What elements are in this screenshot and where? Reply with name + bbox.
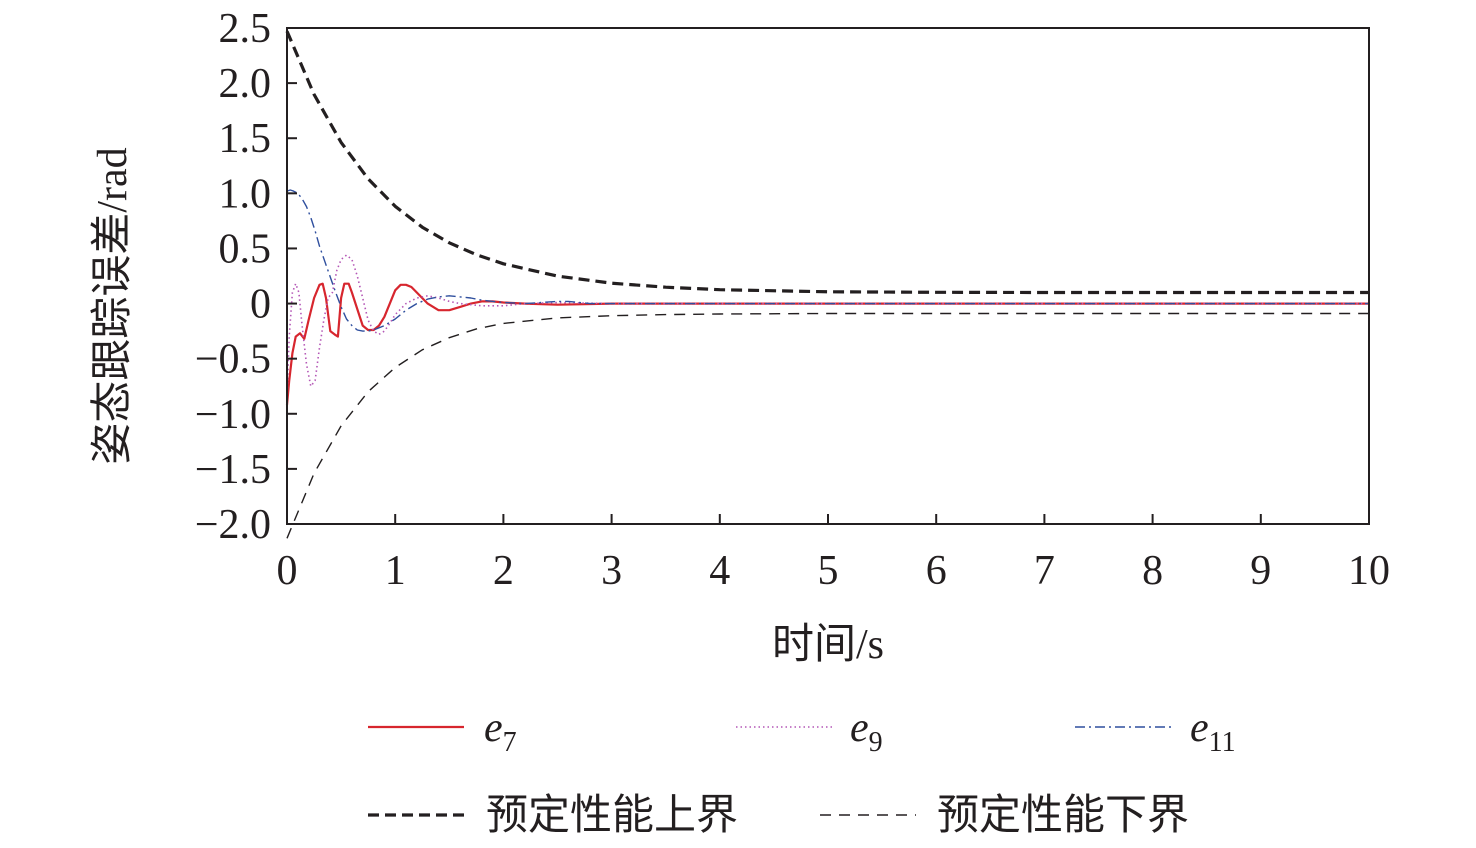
series-e7-line [285,282,1369,406]
x-tick-label: 10 [1348,548,1390,594]
series-lower-line [286,312,1369,539]
legend-subscript: 9 [869,727,883,758]
y-tick-label: 1.0 [219,171,272,217]
y-tick-label: −1.5 [195,447,271,493]
x-axis-label: 时间/s [772,622,884,668]
legend-subscript: 11 [1209,727,1236,758]
x-tick-label: 0 [277,548,298,594]
x-tick-label: 2 [493,548,514,594]
x-tick-label: 1 [385,548,406,594]
y-tick-label: −2.0 [195,502,271,548]
y-tick-label: 0.5 [219,226,272,272]
series-upper-line [285,30,1369,295]
legend-subscript: 7 [503,727,517,758]
legend-label-e9: e9 [850,705,883,758]
y-axis-label: 姿态跟踪误差/rad [90,147,136,464]
y-tick-label: 2.0 [219,61,272,107]
legend-label-lower: 预定性能下界 [937,792,1189,839]
y-tick-label: −0.5 [195,337,271,383]
x-tick-label: 7 [1034,548,1055,594]
x-tick-label: 3 [601,548,622,594]
plot-area [285,30,1369,539]
plot-frame [286,27,1370,525]
legend-symbol: e [850,705,869,751]
x-tick-label: 5 [818,548,839,594]
legend-label-upper: 预定性能上界 [486,792,738,839]
legend-symbol: e [1190,705,1209,751]
x-axis: 0 1 2 3 4 5 6 7 8 9 10 [277,514,1390,594]
legend-label-e11: e11 [1190,705,1236,758]
series-e11-line [286,189,1369,332]
legend-symbol: e [484,705,503,751]
x-tick-label: 6 [926,548,947,594]
y-tick-label: 1.5 [219,116,272,162]
x-tick-label: 8 [1142,548,1163,594]
y-axis: 2.5 2.0 1.5 1.0 0.5 0 −0.5 −1.0 −1.5 −2.0 [195,6,297,548]
series-e9-line [286,254,1369,398]
x-tick-label: 9 [1250,548,1271,594]
y-tick-label: 0 [250,282,271,328]
x-tick-label: 4 [709,548,730,594]
y-tick-label: −1.0 [195,392,271,438]
y-tick-label: 2.5 [219,6,272,52]
legend-label-e7: e7 [484,705,517,758]
